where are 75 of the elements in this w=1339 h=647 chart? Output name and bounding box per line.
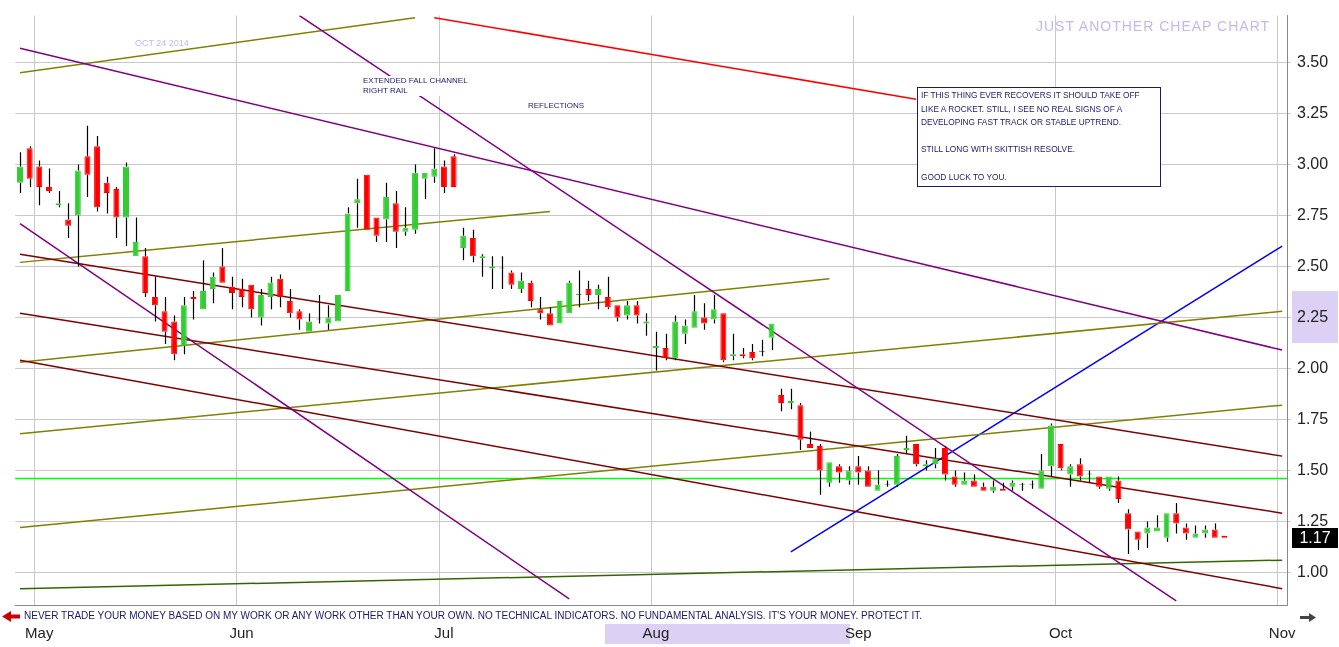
y-tick-label: 1.50	[1297, 460, 1329, 478]
candlestick	[913, 443, 920, 467]
chart-title: JUST ANOTHER CHEAP CHART	[1036, 18, 1271, 34]
candlestick	[855, 455, 862, 486]
x-tick-label: Nov	[1268, 624, 1297, 642]
candlestick	[710, 294, 717, 325]
candlestick	[132, 216, 139, 257]
annotation: EXTENDED FALL CHANNEL RIGHT RAIL	[362, 76, 469, 96]
candlestick	[325, 304, 332, 331]
candlestick	[672, 314, 679, 361]
candlestick	[209, 271, 216, 304]
candlestick	[84, 125, 91, 198]
candlestick	[816, 443, 823, 496]
candlestick	[113, 186, 120, 239]
candlestick	[701, 302, 708, 331]
x-tick-label: Sep	[844, 624, 872, 642]
y-tick-label: 1.25	[1297, 511, 1329, 529]
x-tick-label: Oct	[1048, 624, 1074, 642]
y-tick-label: 2.75	[1297, 205, 1329, 223]
candlestick	[1182, 522, 1189, 541]
candlestick	[392, 190, 399, 249]
candlestick	[1057, 443, 1064, 471]
candlestick	[1202, 524, 1209, 539]
candlestick	[354, 178, 361, 229]
candlestick	[238, 278, 245, 308]
candlestick	[123, 161, 129, 247]
candlestick	[1096, 476, 1103, 490]
candlestick	[306, 312, 313, 332]
candlestick	[228, 276, 235, 310]
candlestick	[604, 276, 611, 310]
candlestick	[1105, 476, 1112, 492]
candlestick	[1125, 508, 1132, 555]
candlestick	[720, 313, 727, 363]
y-tick-label: 3.00	[1297, 154, 1329, 172]
candlestick	[383, 182, 390, 243]
candlestick	[970, 473, 977, 487]
candlestick	[614, 305, 621, 323]
text: 1.17	[1292, 527, 1338, 548]
candlestick	[460, 227, 467, 261]
candlestick	[431, 147, 438, 184]
y-tick-label: 1.00	[1297, 562, 1329, 580]
candlestick	[537, 296, 544, 321]
candlestick	[941, 445, 948, 482]
y-tick-label: 1.75	[1297, 409, 1329, 427]
candlestick	[1047, 422, 1054, 478]
text: OCT 24 2014	[135, 38, 189, 48]
candlestick	[200, 259, 207, 310]
y-tick-label: 3.25	[1297, 103, 1329, 121]
x-tick-label: Jun	[229, 624, 254, 642]
y-tick-label: 3.50	[1297, 52, 1329, 70]
candlestick	[1173, 502, 1180, 535]
x-tick-label: Aug	[642, 624, 670, 642]
y-tick-label: 2.00	[1297, 358, 1329, 376]
x-tick-label: May	[25, 624, 54, 642]
candlestick	[17, 151, 23, 194]
y-tick-label: 2.25	[1297, 307, 1329, 325]
x-tick-label: Jul	[434, 624, 454, 642]
candlestick	[103, 176, 110, 215]
text: NEVER TRADE YOUR MONEY BASED ON MY WORK OR ANY WORK OTHER THAN YOUR OWN. NO TECHNICAL INDICATORS. NO FUNDAMENTAL ANALYSIS. IT'S YOUR MONEY. PROTECT IT.	[24, 610, 922, 621]
candlestick	[1211, 522, 1218, 538]
candlestick	[951, 469, 958, 488]
candlestick	[566, 280, 573, 314]
candlestick	[161, 296, 168, 345]
text: IF THIS THING EVER RECOVERS IT SHOULD TAKE OFF LIKE A ROCKET. STILL, I SEE NO REAL SIGNS OF A DEVELOPING FAST TRACK OR STABLE UPTREND. STILL LONG WITH SKITTISH RESOLVE. GOOD LUCK TO YOU.	[921, 90, 1140, 182]
candlestick	[36, 159, 43, 206]
annotation: REFLECTIONS	[527, 101, 586, 111]
candlestick	[219, 247, 226, 283]
candlestick	[1144, 520, 1151, 549]
candlestick	[65, 202, 72, 239]
candlestick	[74, 163, 81, 268]
candlestick	[961, 471, 968, 485]
candlestick	[1192, 524, 1199, 538]
candlestick	[450, 153, 457, 187]
candlestick	[402, 206, 409, 237]
y-tick-label: 2.50	[1297, 256, 1329, 274]
